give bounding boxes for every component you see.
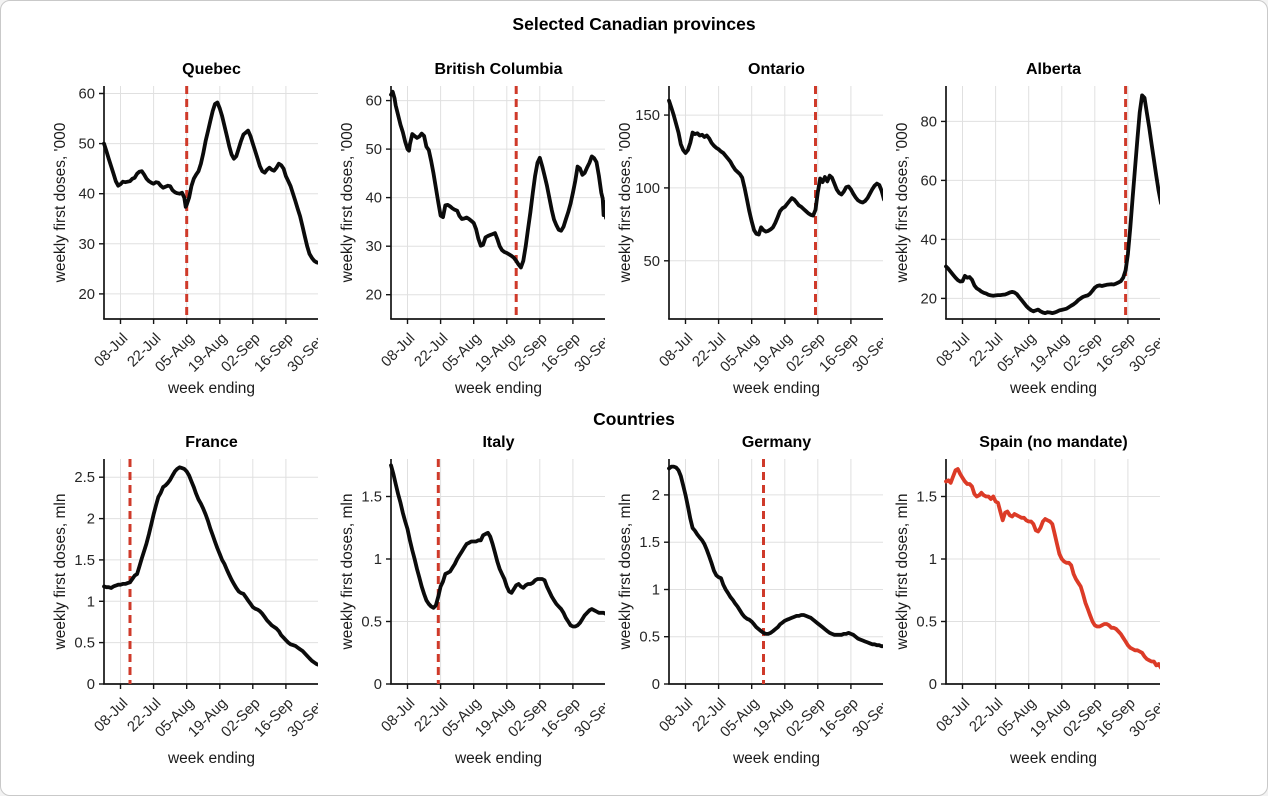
series-line [944,93,1163,316]
chart-alberta: 20 40 60 80 08-Jul 22-Jul 05-Aug 19-Aug 02-Sep 16… [843,56,1172,406]
chart-italy: 0 0.5 1 1.5 08-Jul 22-Jul 05-Aug 19-Aug 02-Sep 16… [288,429,617,786]
y-axis-label: weekly first doses, '000 [894,122,911,283]
series-line [389,89,608,270]
x-tick-label: 08-Jul [379,696,419,736]
chart-france: 0 0.5 1 1.5 2 2.5 08-Jul 22-Jul 05-Aug 19-Aug 02-S… [1,429,330,786]
y-tick-label: 20 [921,291,937,307]
chart-svg-spain-no-mandate: 00.511.508-Jul22-Jul05-Aug19-Aug02-Sep16… [894,434,1172,767]
plot-title-italy: Italy [482,434,514,451]
y-tick-label: 1 [87,594,95,610]
y-tick-label: 80 [921,114,937,130]
y-tick-label: 1.5 [361,490,382,506]
y-axis-label: weekly first doses, '000 [617,122,634,283]
y-axis-label: weekly first doses, '000 [339,122,356,283]
plot-title-alberta: Alberta [1026,61,1081,78]
y-axis-label: weekly first doses, '000 [52,122,69,283]
y-tick-label: 0.5 [74,636,95,652]
group-title-countries: Countries [593,409,675,429]
y-tick-label: 0.5 [916,615,937,631]
y-tick-label: 0 [87,677,95,693]
y-tick-label: 30 [79,237,95,253]
plot-title-france: France [185,434,238,451]
y-axis-label: weekly first doses, mln [894,494,911,651]
y-tick-label: 60 [366,94,382,110]
chart-svg-italy: 00.511.508-Jul22-Jul05-Aug19-Aug02-Sep16… [339,434,617,767]
chart-british-columbia: 20 30 40 50 60 08-Jul 22-Jul 05-Aug 19-Aug 02-Sep… [288,56,617,406]
x-axis-label: week ending [167,380,255,397]
y-tick-label: 100 [635,181,660,197]
series-line [944,467,1163,670]
chart-spain-no-mandate: 0 0.5 1 1.5 08-Jul 22-Jul 05-Aug 19-Aug 02-Sep 16… [843,429,1172,786]
y-tick-label: 0.5 [361,615,382,631]
x-tick-label: 08-Jul [657,331,697,371]
y-tick-label: 0 [652,677,660,693]
y-tick-label: 0 [374,677,382,693]
x-tick-label: 08-Jul [657,696,697,736]
chart-svg-germany: 00.511.5208-Jul22-Jul05-Aug19-Aug02-Sep1… [617,434,895,767]
y-tick-label: 60 [921,173,937,189]
y-tick-label: 1.5 [639,535,660,551]
series-line [102,100,321,265]
series-line [102,465,321,667]
group-title-provinces: Selected Canadian provinces [512,14,756,34]
chart-svg-british-columbia: 203040506008-Jul22-Jul05-Aug19-Aug02-Sep… [339,61,617,397]
y-tick-label: 30 [366,239,382,255]
x-tick-label: 08-Jul [934,331,974,371]
y-axis-label: weekly first doses, mln [617,494,634,651]
y-tick-label: 1 [929,552,937,568]
series-line [667,98,886,237]
chart-svg-quebec: 203040506008-Jul22-Jul05-Aug19-Aug02-Sep… [52,61,330,397]
chart-svg-france: 00.511.522.508-Jul22-Jul05-Aug19-Aug02-S… [52,434,330,767]
chart-quebec: 20 30 40 50 60 08-Jul 22-Jul 05-Aug 19-Aug 02-Sep… [1,56,330,406]
y-tick-label: 50 [644,254,660,270]
x-axis-label: week ending [454,380,542,397]
plot-title-germany: Germany [742,434,811,451]
y-axis-label: weekly first doses, mln [52,494,69,651]
y-tick-label: 40 [79,187,95,203]
series-line [667,464,886,649]
x-axis-label: week ending [732,380,820,397]
y-tick-label: 60 [79,87,95,103]
x-tick-label: 08-Jul [934,696,974,736]
series-line [389,463,608,629]
y-tick-label: 0 [929,677,937,693]
plot-title-british-columbia: British Columbia [434,61,562,78]
y-axis-label: weekly first doses, mln [339,494,356,651]
y-tick-label: 1 [374,552,382,568]
y-tick-label: 1.5 [74,553,95,569]
y-tick-label: 50 [79,137,95,153]
y-tick-label: 20 [79,287,95,303]
y-tick-label: 2 [87,512,95,528]
chart-ontario: 50 100 150 08-Jul 22-Jul 05-Aug 19-Aug 02-Sep 16… [566,56,895,406]
plot-title-spain-no-mandate: Spain (no mandate) [979,434,1127,451]
y-tick-label: 1 [652,583,660,599]
y-tick-label: 40 [366,191,382,207]
y-tick-label: 20 [366,288,382,304]
y-tick-label: 40 [921,232,937,248]
x-axis-label: week ending [1009,380,1097,397]
y-tick-label: 2.5 [74,470,95,486]
y-tick-label: 2 [652,488,660,504]
x-axis-label: week ending [732,750,820,767]
chart-germany: 0 0.5 1 1.5 2 08-Jul 22-Jul 05-Aug 19-Aug 02-Sep 1… [566,429,895,786]
y-tick-label: 0.5 [639,630,660,646]
x-tick-label: 08-Jul [379,331,419,371]
chart-svg-ontario: 5010015008-Jul22-Jul05-Aug19-Aug02-Sep16… [617,61,895,397]
x-axis-label: week ending [454,750,542,767]
x-axis-label: week ending [1009,750,1097,767]
x-axis-label: week ending [167,750,255,767]
y-tick-label: 150 [635,108,660,124]
x-tick-label: 08-Jul [92,331,132,371]
chart-svg-alberta: 2040608008-Jul22-Jul05-Aug19-Aug02-Sep16… [894,61,1172,397]
y-tick-label: 50 [366,142,382,158]
y-tick-label: 1.5 [916,490,937,506]
plot-title-quebec: Quebec [182,61,241,78]
x-tick-label: 08-Jul [92,696,132,736]
plot-title-ontario: Ontario [748,61,805,78]
